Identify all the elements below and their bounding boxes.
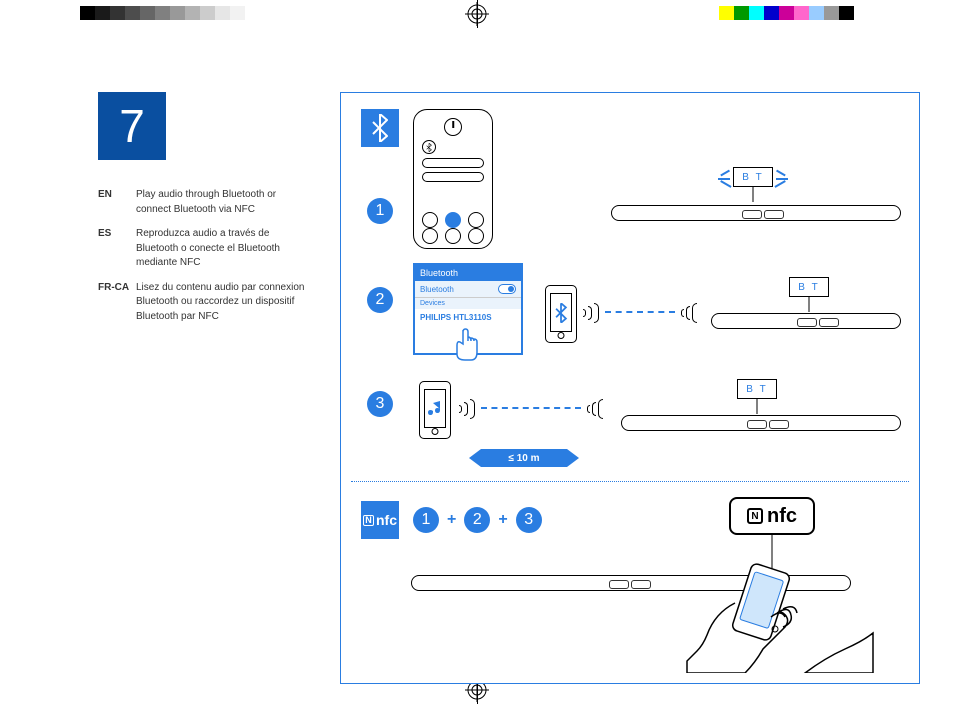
nfc-n-box: N [363,515,374,526]
lang-text: Lisez du contenu audio par connexion Blu… [136,281,308,325]
toggle-icon [498,284,516,294]
language-instructions: ENPlay audio through Bluetooth or connec… [98,188,308,334]
lang-code: EN [98,188,136,217]
phone-icon [419,381,451,439]
bluetooth-settings-popup: Bluetooth Bluetooth Devices PHILIPS HTL3… [413,263,523,355]
lang-text: Play audio through Bluetooth or connect … [136,188,308,217]
lang-text: Reproduzca audio a través de Bluetooth o… [136,227,308,271]
remote-bt-button [445,212,461,228]
step-badge: 1 [413,507,439,533]
display-bt: B T [789,277,829,297]
nfc-step-sequence: 1 + 2 + 3 [413,507,542,533]
display-bt-blink: B T [733,167,773,187]
signal-wave-icon [587,399,603,419]
step-1-badge: 1 [367,198,393,224]
lang-row: FR-CALisez du contenu audio par connexio… [98,281,308,325]
hand-holding-phone-icon [685,563,875,678]
step-badge: 3 [516,507,542,533]
distance-label: ≤ 10 m [469,449,579,467]
lang-code: ES [98,227,136,271]
step-badge: 2 [464,507,490,533]
nfc-tap-zone: Nnfc [729,497,815,535]
phone-icon [545,285,577,343]
soundbar [611,205,901,221]
soundbar [711,313,901,329]
page-step-number: 7 [98,92,166,160]
device-name: PHILIPS HTL3110S [415,309,521,326]
signal-wave-icon [681,303,697,323]
bluetooth-mini-icon [422,140,436,154]
step-3-badge: 3 [367,391,393,417]
signal-dash [481,407,581,409]
pointing-hand-icon [451,328,481,367]
diagram-panel: 1 B T 2 Bluetooth Bluetooth Devices PHIL… [340,92,920,684]
step-2-badge: 2 [367,287,393,313]
bluetooth-icon [361,109,399,147]
plus-icon: + [447,511,456,529]
signal-wave-icon [583,303,599,323]
remote-control [413,109,493,249]
popup-title: Bluetooth [415,265,521,281]
registration-mark [465,2,489,26]
signal-dash [605,311,675,313]
lang-row: ESReproduzca audio a través de Bluetooth… [98,227,308,271]
nfc-n-box: N [747,508,763,524]
signal-wave-icon [459,399,475,419]
devices-section-label: Devices [415,298,521,309]
plus-icon: + [498,511,507,529]
colorbar-grayscale [80,6,260,20]
display-bt: B T [737,379,777,399]
bt-toggle-label: Bluetooth [420,285,454,294]
colorbar-spectrum [719,6,854,20]
power-icon [444,118,462,136]
section-divider [351,481,909,482]
soundbar [621,415,901,431]
lang-row: ENPlay audio through Bluetooth or connec… [98,188,308,217]
nfc-icon: Nnfc [361,501,399,539]
lang-code: FR-CA [98,281,136,325]
